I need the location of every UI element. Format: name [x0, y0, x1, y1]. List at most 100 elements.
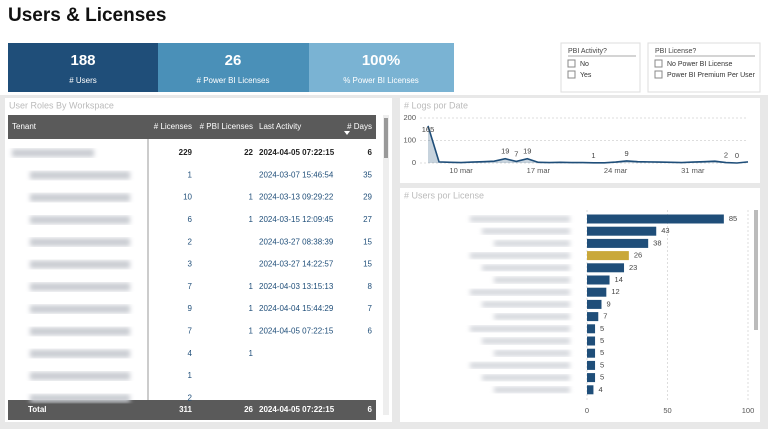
panel-title: User Roles By Workspace — [9, 100, 114, 110]
data-label: 9 — [606, 299, 610, 308]
total-label: Total — [28, 405, 47, 414]
kpi-label: % Power BI Licenses — [343, 76, 419, 85]
filter-option[interactable]: No Power BI License — [667, 61, 732, 68]
table-header — [8, 115, 376, 139]
chart-title: # Users por License — [404, 190, 484, 200]
data-label: 5 — [600, 324, 604, 333]
kpi-card — [309, 43, 454, 92]
cell: 1 — [249, 349, 254, 358]
scrollbar[interactable] — [383, 115, 389, 415]
x-tick-label: 50 — [663, 406, 671, 415]
data-label: 4 — [598, 385, 602, 394]
line — [427, 125, 749, 164]
total-cell: 2024-04-05 07:22:15 — [259, 405, 335, 414]
cell: 1 — [249, 327, 254, 336]
cell: 2024-03-15 12:09:45 — [259, 215, 334, 224]
x-tick-label: 24 mar — [604, 166, 628, 175]
cell: 6 — [368, 327, 373, 336]
kpi-value: 100% — [362, 52, 400, 69]
cell: 229 — [179, 148, 193, 157]
kpi-value: 188 — [70, 52, 95, 69]
table-total-row — [8, 400, 376, 420]
y-tick-label: 200 — [403, 113, 416, 122]
label-blurred — [482, 301, 570, 308]
data-label: 5 — [600, 348, 604, 357]
bar — [587, 348, 596, 358]
tenant-blurred — [30, 305, 130, 314]
bar — [587, 373, 596, 383]
x-tick-label: 17 mar — [527, 166, 551, 175]
bar — [587, 385, 594, 395]
data-label: 23 — [629, 263, 637, 272]
kpi-card — [8, 43, 158, 92]
x-tick-label: 100 — [742, 406, 755, 415]
tenant-blurred — [30, 394, 130, 403]
data-label: 1 — [591, 151, 595, 160]
checkbox[interactable] — [654, 59, 663, 68]
column-header[interactable]: # PBI Licenses — [200, 122, 253, 131]
checkbox[interactable] — [567, 59, 576, 68]
label-blurred — [470, 362, 570, 369]
cell: 8 — [368, 282, 373, 291]
label-blurred — [494, 350, 570, 357]
data-label: 26 — [634, 251, 642, 260]
data-label: 7 — [514, 149, 518, 158]
sort-arrow — [344, 131, 350, 135]
tenant-blurred — [30, 215, 130, 224]
checkbox[interactable] — [567, 70, 576, 79]
x-tick-label: 0 — [585, 406, 589, 415]
bar-panel — [400, 188, 760, 422]
cell: 2024-03-13 09:29:22 — [259, 193, 334, 202]
bar — [587, 287, 607, 297]
label-blurred — [494, 386, 570, 393]
scrollbar-thumb[interactable] — [384, 118, 388, 158]
cell: 6 — [368, 148, 373, 157]
data-label: 38 — [653, 238, 661, 247]
data-label: 19 — [501, 147, 509, 156]
bar — [587, 238, 649, 248]
tenant-blurred — [30, 171, 130, 180]
tenant-blurred — [30, 327, 130, 336]
scrollbar-thumb[interactable] — [754, 210, 758, 330]
cell: 6 — [188, 215, 193, 224]
cell: 2024-04-03 13:15:13 — [259, 282, 334, 291]
filter-card[interactable] — [647, 42, 761, 93]
data-label: 14 — [615, 275, 623, 284]
filter-option[interactable]: No — [580, 61, 589, 68]
filter-option[interactable]: Yes — [580, 72, 592, 79]
filter-option[interactable]: Power BI Premium Per User — [667, 72, 756, 79]
data-label: 7 — [603, 312, 607, 321]
bar — [587, 214, 724, 224]
cell: 27 — [363, 215, 372, 224]
bar — [587, 336, 596, 346]
kpi-label: # Users — [69, 76, 97, 85]
cell: 7 — [188, 282, 193, 291]
kpi-label: # Power BI Licenses — [197, 76, 270, 85]
label-blurred — [482, 374, 570, 381]
label-blurred — [470, 252, 570, 259]
cell: 2024-04-05 07:22:15 — [259, 148, 335, 157]
column-header[interactable]: Last Activity — [259, 122, 301, 131]
bar — [587, 263, 625, 273]
bar — [587, 226, 657, 236]
label-blurred — [470, 325, 570, 332]
cell: 3 — [188, 260, 193, 269]
data-label: 5 — [600, 360, 604, 369]
column-header[interactable]: # Licenses — [154, 122, 192, 131]
cell: 35 — [363, 170, 372, 179]
checkbox[interactable] — [654, 70, 663, 79]
tenant-blurred — [30, 238, 130, 247]
label-blurred — [482, 228, 570, 235]
cell: 1 — [188, 371, 193, 380]
column-header[interactable]: Tenant — [12, 122, 37, 131]
tenant-blurred — [30, 372, 130, 380]
page-title: Users & Licenses — [8, 5, 166, 26]
data-label: 5 — [600, 336, 604, 345]
data-label: 5 — [600, 373, 604, 382]
total-cell: 6 — [368, 405, 373, 414]
cell: 4 — [188, 349, 193, 358]
bar — [587, 360, 596, 370]
data-label: 0 — [735, 151, 739, 160]
bar — [587, 299, 602, 309]
column-header[interactable]: # Days — [347, 122, 372, 131]
